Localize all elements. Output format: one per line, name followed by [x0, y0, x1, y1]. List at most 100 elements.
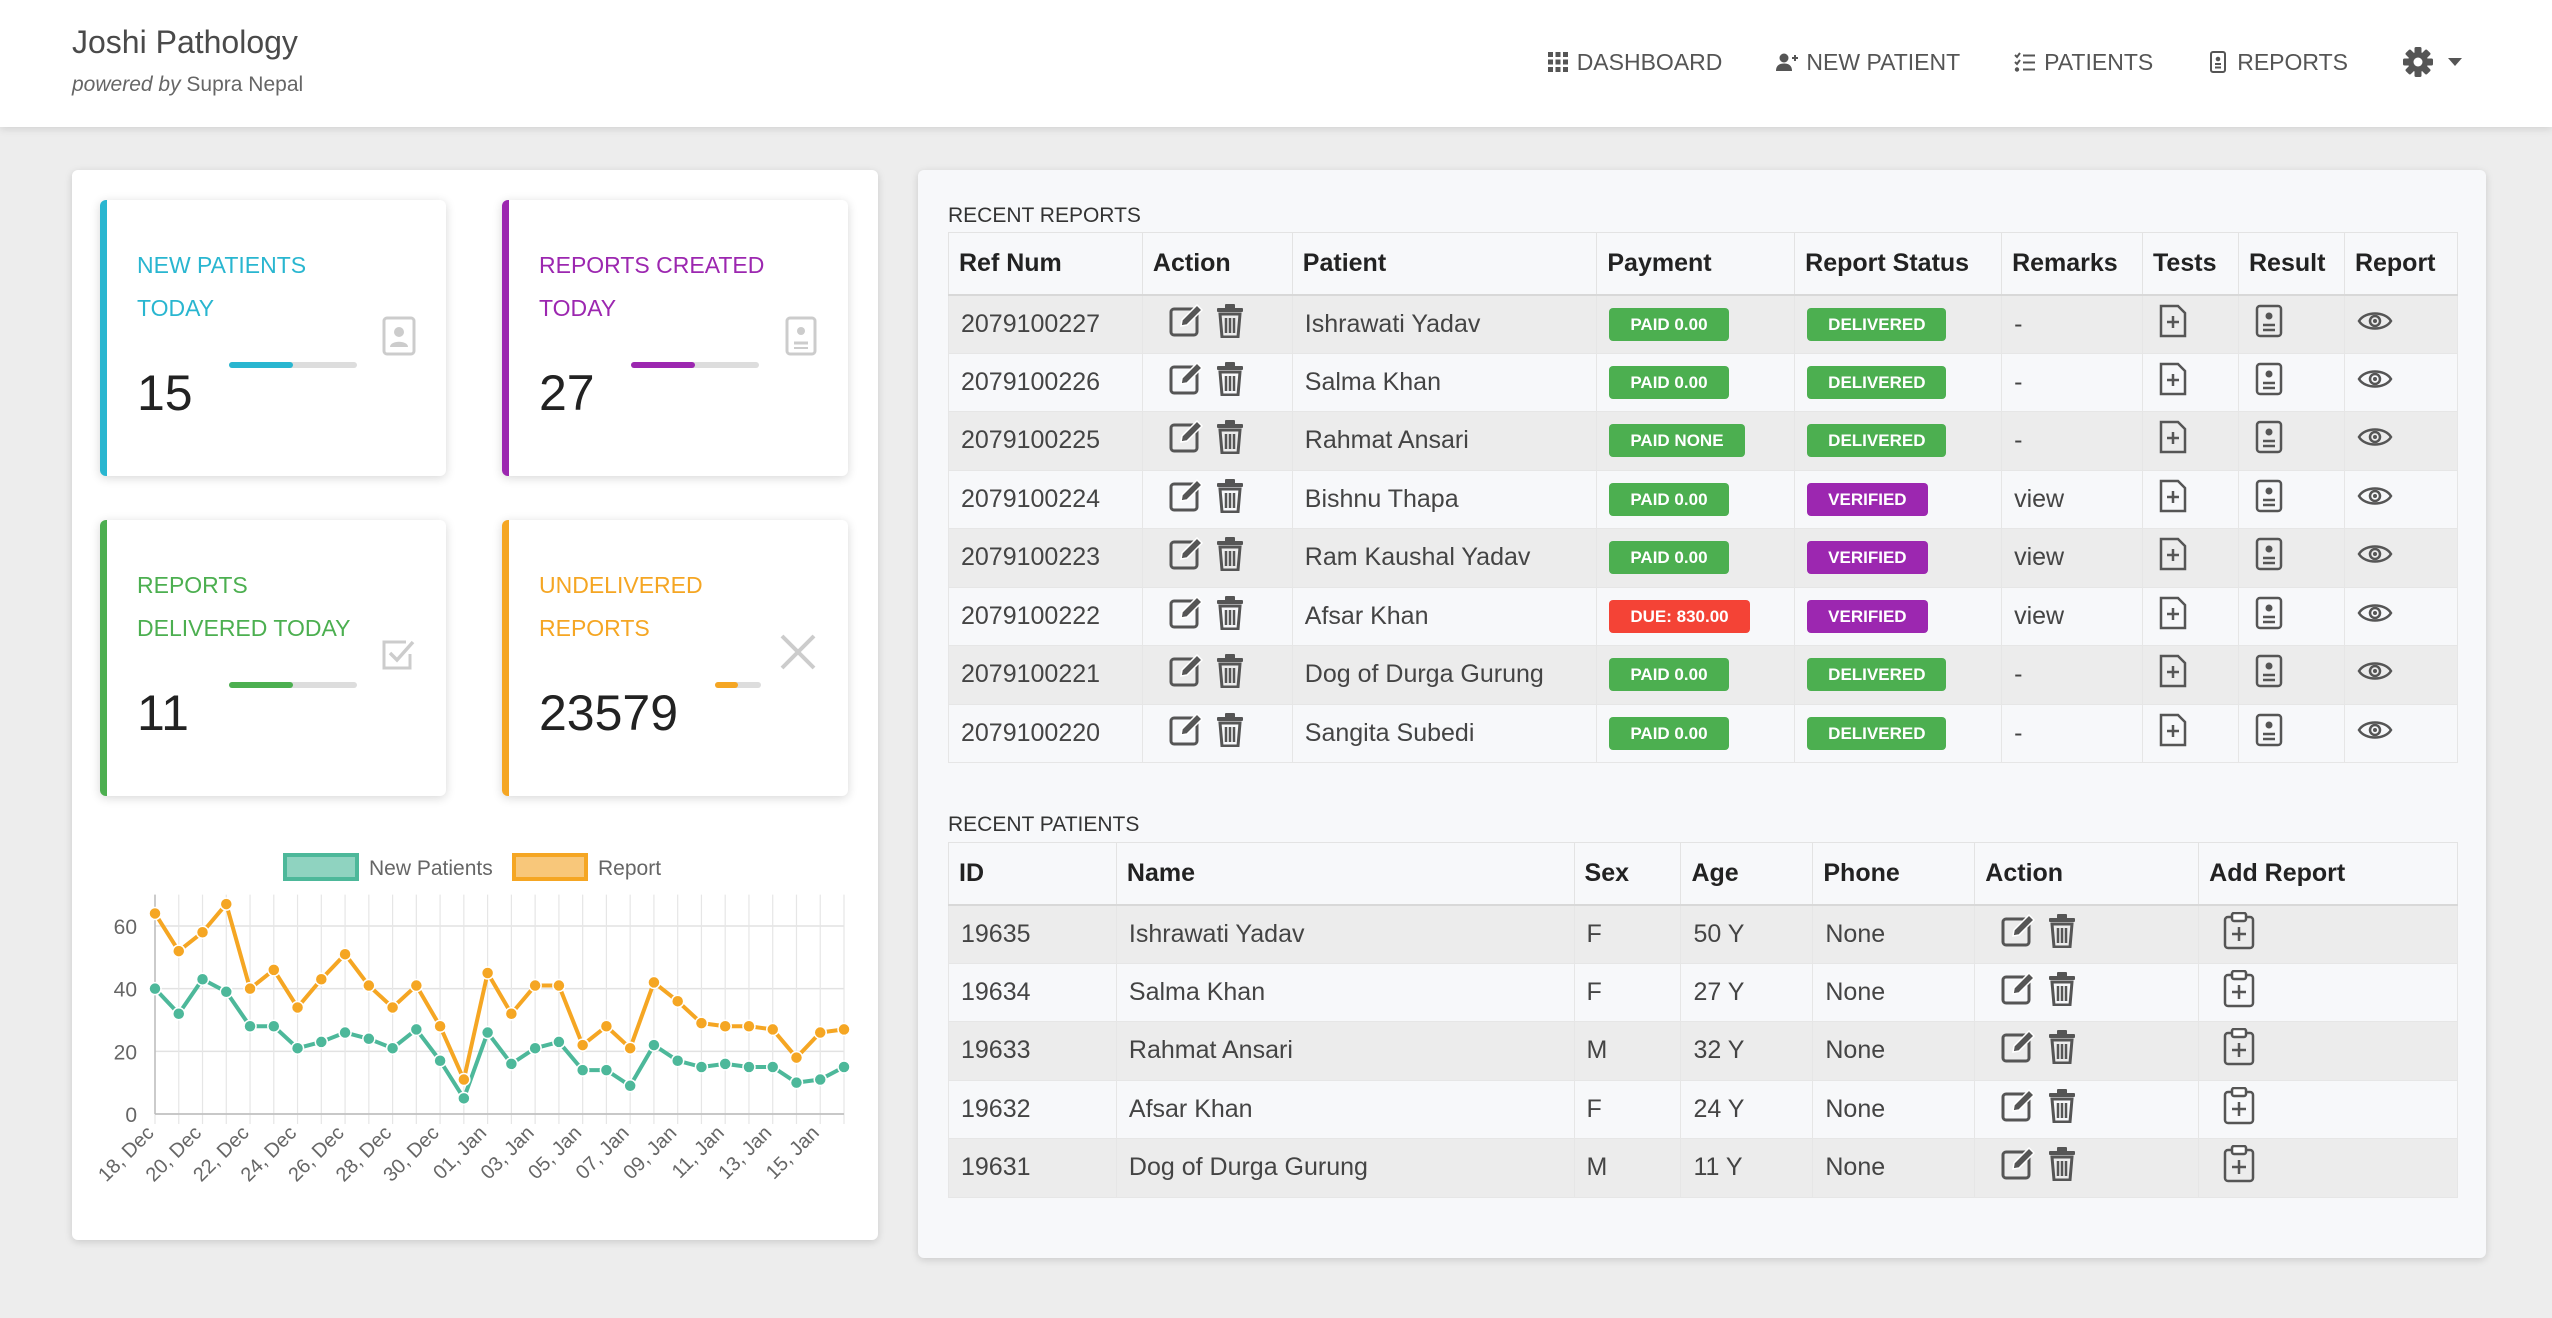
result-icon[interactable] [2255, 304, 2283, 345]
data-point [670, 994, 685, 1008]
edit-icon[interactable] [1169, 537, 1203, 578]
add-test-icon[interactable] [2159, 479, 2187, 520]
eye-icon[interactable] [2357, 659, 2393, 690]
report-cell [2343, 411, 2459, 471]
payment-cell: PAID NONE [1596, 411, 1796, 471]
trash-icon[interactable] [2047, 1088, 2077, 1130]
eye-icon[interactable] [2357, 542, 2393, 573]
result-icon[interactable] [2255, 537, 2283, 578]
nav-new-patient-label: NEW PATIENT [1806, 48, 1961, 75]
nav-reports[interactable]: REPORTS [2207, 49, 2348, 76]
add-report-icon[interactable] [2223, 1028, 2255, 1073]
data-point [243, 1019, 257, 1034]
eye-icon[interactable] [2357, 718, 2393, 749]
edit-icon[interactable] [2001, 1147, 2036, 1188]
trash-icon[interactable] [1215, 420, 1245, 461]
add-test-icon[interactable] [2159, 596, 2187, 637]
action-cell [1141, 645, 1293, 705]
action-cell [1974, 1138, 2200, 1198]
edit-icon[interactable] [1169, 654, 1203, 695]
result-icon[interactable] [2255, 362, 2283, 403]
nav-dashboard[interactable]: DASHBOARD [1547, 48, 1723, 76]
trash-icon[interactable] [1215, 712, 1245, 754]
edit-icon[interactable] [1169, 595, 1203, 637]
stat-card-undelivered[interactable]: UNDELIVERED REPORTS 23579 [502, 520, 848, 796]
trash-icon[interactable] [2047, 1030, 2077, 1071]
trash-icon[interactable] [2047, 971, 2077, 1013]
stat-card-reports-delivered[interactable]: REPORTS DELIVERED TODAY 11 [100, 520, 446, 796]
data-point [480, 966, 495, 980]
patient-phone: None [1812, 962, 1976, 1022]
payment-cell: PAID 0.00 [1596, 645, 1796, 705]
remarks[interactable]: view [2001, 586, 2144, 646]
edit-icon[interactable] [2001, 1088, 2036, 1130]
result-icon[interactable] [2255, 713, 2283, 754]
nav-dashboard-label: DASHBOARD [1576, 48, 1723, 75]
data-point [742, 1060, 756, 1074]
column-header: Ref Num [948, 232, 1143, 296]
eye-icon[interactable] [2357, 309, 2393, 340]
result-icon[interactable] [2255, 479, 2283, 520]
edit-icon[interactable] [1169, 478, 1203, 520]
add-test-icon[interactable] [2159, 420, 2187, 461]
status-cell: VERIFIED [1794, 469, 2003, 529]
edit-icon[interactable] [1169, 303, 1203, 345]
result-icon[interactable] [2255, 654, 2283, 695]
data-point [599, 1063, 614, 1077]
add-test-icon[interactable] [2159, 362, 2187, 403]
trash-icon[interactable] [2047, 913, 2077, 955]
brand[interactable]: Joshi Pathology powered by Supra Nepal [72, 24, 303, 97]
patient-sex: M [1573, 1138, 1682, 1198]
user-plus-icon [1776, 53, 1799, 71]
stat-card-reports-created[interactable]: REPORTS CREATED TODAY 27 [502, 200, 848, 476]
add-test-icon[interactable] [2159, 537, 2187, 578]
stat-card-new-patients[interactable]: NEW PATIENTS TODAY 15 [100, 200, 446, 476]
add-report-cell [2198, 962, 2458, 1022]
edit-icon[interactable] [1169, 361, 1203, 403]
eye-icon[interactable] [2357, 601, 2393, 632]
document-icon [2210, 51, 2227, 73]
trash-icon[interactable] [2047, 1147, 2077, 1188]
add-report-icon[interactable] [2223, 1145, 2255, 1190]
trash-icon[interactable] [1215, 595, 1245, 637]
edit-icon[interactable] [2001, 1030, 2036, 1071]
add-report-icon[interactable] [2223, 969, 2255, 1015]
remarks[interactable]: view [2001, 528, 2144, 588]
eye-icon[interactable] [2357, 367, 2393, 398]
remarks[interactable]: view [2001, 469, 2144, 529]
trash-icon[interactable] [1215, 303, 1245, 345]
trash-icon[interactable] [1215, 654, 1245, 695]
ref-num: 2079100220 [948, 703, 1143, 763]
edit-icon[interactable] [1169, 420, 1203, 461]
recent-panel: RECENT REPORTS Ref Num Action Patient Payme… [918, 170, 2486, 1258]
add-test-icon[interactable] [2159, 654, 2187, 695]
tests-cell [2142, 703, 2239, 763]
settings-dropdown[interactable] [2402, 46, 2462, 78]
add-test-icon[interactable] [2159, 713, 2187, 754]
add-test-icon[interactable] [2159, 304, 2187, 345]
data-point [290, 1041, 305, 1055]
nav-new-patient[interactable]: NEW PATIENT [1776, 49, 1960, 76]
data-point [694, 1016, 709, 1030]
edit-icon[interactable] [2001, 971, 2036, 1013]
patient-id: 19635 [948, 904, 1117, 964]
trash-icon[interactable] [1215, 478, 1245, 520]
add-report-icon[interactable] [2223, 1086, 2255, 1132]
eye-icon[interactable] [2357, 425, 2393, 456]
patient-id: 19633 [948, 1021, 1117, 1081]
edit-icon[interactable] [1169, 712, 1203, 754]
result-icon[interactable] [2255, 420, 2283, 461]
data-point [219, 897, 234, 911]
add-report-icon[interactable] [2223, 911, 2255, 957]
ref-num: 2079100223 [948, 528, 1143, 588]
patient-name: Salma Khan [1291, 352, 1598, 412]
edit-icon[interactable] [2001, 913, 2036, 955]
ref-num: 2079100222 [948, 586, 1143, 646]
eye-icon[interactable] [2357, 484, 2393, 515]
payment-badge: PAID 0.00 [1609, 365, 1729, 399]
trash-icon[interactable] [1215, 537, 1245, 578]
nav-patients[interactable]: PATIENTS [2014, 49, 2153, 76]
stat-label: REPORTS CREATED TODAY [539, 252, 765, 321]
trash-icon[interactable] [1215, 361, 1245, 403]
result-icon[interactable] [2255, 596, 2283, 637]
